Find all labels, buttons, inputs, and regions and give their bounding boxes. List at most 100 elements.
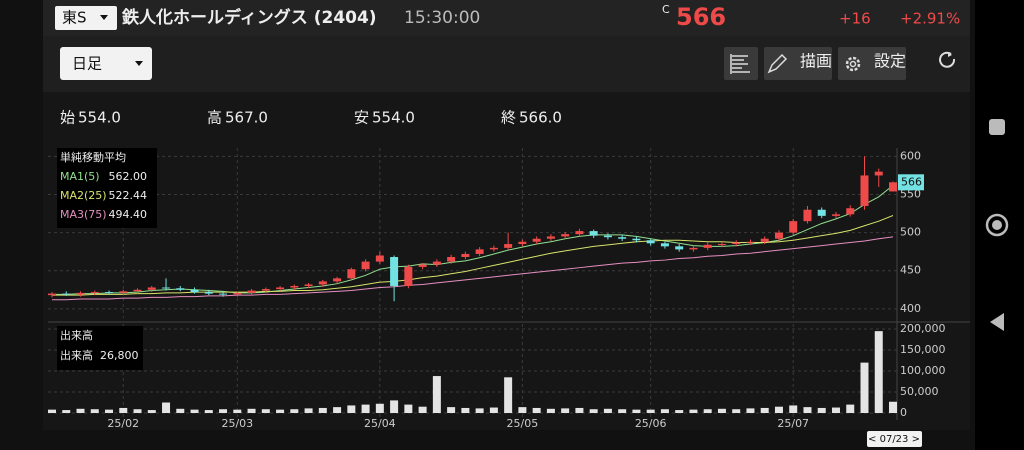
y-tick-label: 150,000 — [900, 343, 946, 356]
y-tick-label: 100,000 — [900, 364, 946, 377]
candle-body — [90, 292, 99, 294]
volume-bar — [261, 409, 270, 413]
volume-bar — [618, 409, 627, 413]
candle-body — [860, 175, 869, 206]
volume-bar — [860, 362, 869, 413]
y-tick-label: 0 — [900, 406, 907, 419]
legend-name: MA2(25) — [60, 189, 107, 202]
candle-body — [247, 290, 256, 293]
settings-button[interactable]: 設定 — [838, 47, 906, 80]
candle-body — [746, 241, 755, 243]
volume-bar — [689, 409, 698, 413]
y-tick-label: 50,000 — [900, 385, 939, 398]
candle-body — [76, 292, 85, 295]
volume-bar — [361, 404, 370, 413]
dropdown-icon — [135, 61, 143, 66]
y-tick-label: 450 — [900, 264, 921, 277]
candle-body — [603, 235, 612, 238]
ohlc-label: 始 — [60, 109, 75, 127]
header-bar — [43, 0, 970, 36]
ohlc-value: 554.0 — [372, 109, 415, 127]
volume-bar — [176, 408, 185, 413]
volume-bar — [447, 407, 456, 413]
volume-bar — [133, 409, 142, 413]
volume-bar — [874, 331, 883, 413]
legend-value: 494.40 — [109, 208, 148, 221]
volume-bar — [62, 410, 71, 413]
nav-recent[interactable] — [989, 119, 1005, 135]
cursor-date: < 07/23 > — [868, 434, 920, 445]
exchange-select[interactable] — [55, 6, 117, 30]
candle-body — [390, 257, 399, 286]
draw-button[interactable]: 描画 — [764, 47, 832, 80]
volume-bar — [204, 410, 213, 413]
candle-body — [846, 208, 855, 215]
candle-body — [546, 236, 555, 239]
volume-bar — [333, 407, 342, 413]
candle-body — [589, 231, 598, 236]
candle-body — [233, 292, 242, 295]
candle-body — [432, 261, 441, 265]
volume-bar — [147, 410, 156, 413]
candle-body — [504, 244, 513, 248]
period-select[interactable] — [60, 47, 152, 80]
candle-body — [618, 237, 627, 239]
period: 日足 — [72, 55, 102, 73]
legend-name: MA1(5) — [60, 170, 100, 183]
candle-body — [62, 293, 71, 295]
volume-bar — [518, 407, 527, 413]
candle-body — [817, 209, 826, 216]
y-tick-label: 400 — [900, 302, 921, 315]
candle-body — [518, 241, 527, 245]
candle-body — [632, 238, 641, 241]
candle-body — [789, 221, 798, 233]
ohlc-label: 安 — [354, 109, 369, 127]
volume-bar — [404, 404, 413, 413]
volume-bar — [889, 401, 897, 413]
candle-body — [774, 232, 783, 239]
x-tick-label: 25/04 — [364, 417, 396, 430]
volume-bar — [660, 409, 669, 413]
candle-body — [375, 255, 384, 262]
ohlc-value: 567.0 — [225, 109, 268, 127]
volume-bar — [90, 409, 99, 413]
y-tick-label: 200,000 — [900, 322, 946, 335]
x-tick-label: 25/06 — [635, 417, 667, 430]
candle-body — [290, 285, 299, 288]
legend-value: 522.44 — [109, 189, 148, 202]
volume-bar — [76, 408, 85, 413]
candle-body — [147, 287, 156, 290]
candle-body — [304, 284, 313, 286]
ohlc-value: 566.0 — [519, 109, 562, 127]
candle-body — [176, 288, 185, 290]
candle-body — [489, 247, 498, 250]
nav-back[interactable] — [990, 313, 1004, 331]
candle-body — [461, 253, 470, 258]
x-tick-label: 25/03 — [221, 417, 253, 430]
x-tick-label: 25/02 — [107, 417, 139, 430]
candle-body — [204, 292, 213, 294]
volume-bar — [504, 377, 513, 413]
volume-bar — [561, 408, 570, 413]
settings-label: 設定 — [874, 52, 906, 71]
volume-bar — [646, 409, 655, 413]
candle-body — [760, 238, 769, 242]
nav-home[interactable] — [985, 213, 1009, 237]
ma-line — [52, 236, 894, 301]
refresh-icon[interactable] — [939, 51, 956, 68]
candle-body — [105, 292, 114, 294]
y-tick-label: 550 — [900, 188, 921, 201]
volume-bar — [575, 407, 584, 413]
ohlc-label: 高 — [207, 109, 222, 127]
legend-box — [57, 148, 157, 228]
candle-body — [133, 289, 142, 292]
x-tick-label: 25/05 — [507, 417, 539, 430]
volume-bar — [276, 409, 285, 413]
volume-bar — [760, 407, 769, 413]
candle-body — [219, 293, 228, 295]
volume-bar — [546, 408, 555, 413]
gear-icon — [849, 60, 857, 68]
volume-bar — [532, 407, 541, 413]
ohlc-label: 終 — [501, 109, 516, 127]
